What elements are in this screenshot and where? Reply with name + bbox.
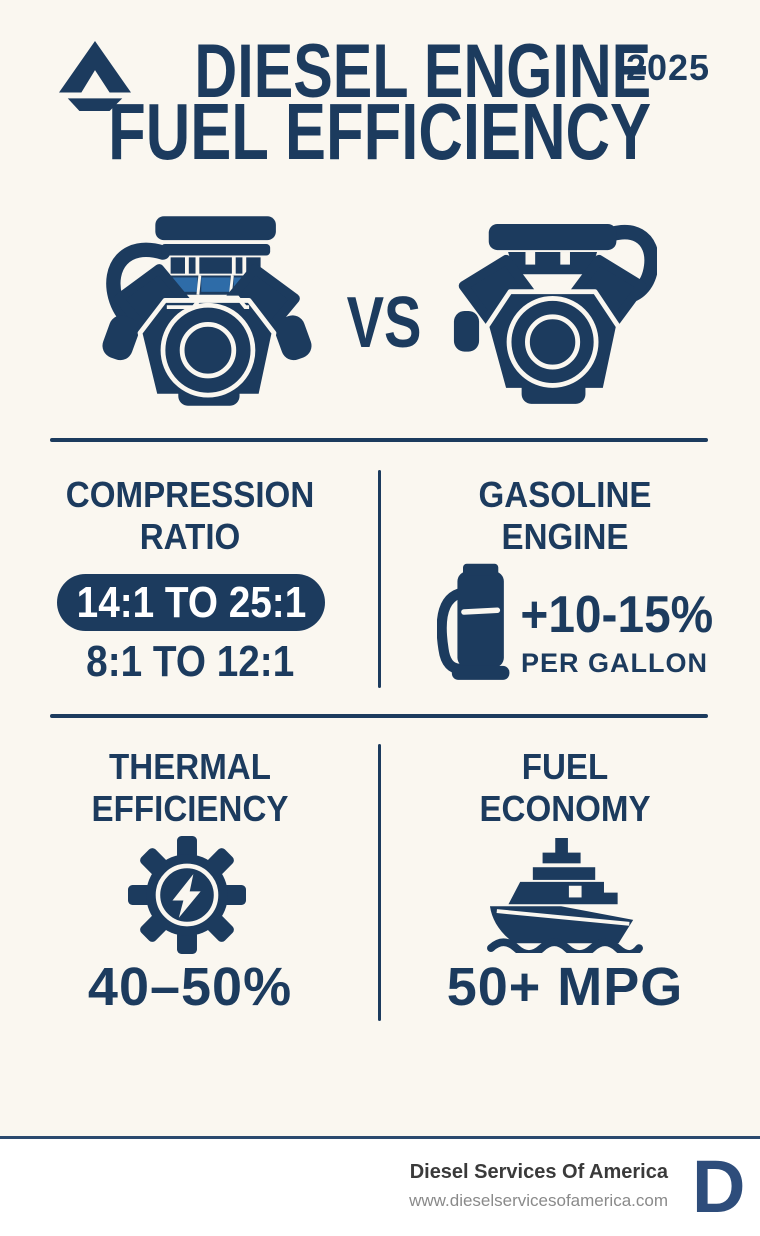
- economy-value-wrap: 50+ MPG: [415, 960, 715, 1014]
- gasoline-value-wrap: +10-15%: [512, 589, 717, 641]
- gasoline-title: GASOLINE ENGINE: [478, 474, 652, 558]
- fuel-pump-icon: [437, 562, 515, 690]
- footer-brand: Diesel Services Of America: [409, 1161, 668, 1183]
- thermal-title: THERMAL EFFICIENCY: [91, 746, 289, 830]
- pyramid-boat-logo-icon: [58, 40, 132, 112]
- economy-value: 50+ MPG: [446, 957, 684, 1017]
- thermal-title-wrap: THERMAL EFFICIENCY: [40, 746, 340, 831]
- ship-icon: [487, 838, 643, 953]
- gasoline-unit-wrap: PER GALLON: [512, 650, 717, 677]
- economy-title-wrap: FUEL ECONOMY: [415, 746, 715, 831]
- year-wrap: 2025: [618, 47, 718, 89]
- gear-lightning-icon: [128, 836, 246, 954]
- title-line1-wrap: DIESEL ENGINE: [130, 34, 651, 114]
- versus-label: VS: [346, 283, 422, 363]
- diesel-engine-icon: [96, 214, 318, 406]
- economy-title: FUEL ECONOMY: [479, 746, 651, 830]
- gasoline-title-wrap: GASOLINE ENGINE: [415, 474, 715, 559]
- footer-text-block: Diesel Services Of America www.dieselser…: [368, 1160, 668, 1211]
- divider-vertical-row2: [378, 744, 381, 1021]
- year-label: 2025: [625, 47, 711, 88]
- compression-title: COMPRESSION RATIO: [65, 474, 315, 558]
- footer: [0, 1139, 760, 1236]
- footer-website: www.dieselservicesofamerica.com: [409, 1191, 668, 1210]
- versus-wrap: VS: [336, 287, 428, 359]
- divider-middle: [50, 714, 708, 718]
- footer-divider: [0, 1136, 760, 1139]
- gasoline-value: +10-15%: [520, 586, 714, 644]
- gasoline-unit: PER GALLON: [520, 648, 708, 678]
- gasoline-engine-icon: [452, 216, 657, 406]
- compression-title-wrap: COMPRESSION RATIO: [40, 474, 340, 559]
- page-title-line1: DIESEL ENGINE: [194, 29, 652, 114]
- compression-diesel-badge: 14:1 TO 25:1: [57, 574, 325, 631]
- divider-vertical-row1: [378, 470, 381, 688]
- title-line2-wrap: FUEL EFFICIENCY: [0, 92, 760, 182]
- thermal-value: 40–50%: [87, 957, 293, 1017]
- divider-top: [50, 438, 708, 442]
- compression-gasoline-value: 8:1 TO 12:1: [85, 637, 295, 686]
- thermal-value-wrap: 40–50%: [40, 960, 340, 1014]
- compression-gasoline-wrap: 8:1 TO 12:1: [40, 640, 340, 684]
- page-title-line2: FUEL EFFICIENCY: [108, 87, 652, 176]
- footer-d-logo: D: [692, 1145, 746, 1228]
- compression-diesel-value: 14:1 TO 25:1: [76, 577, 306, 627]
